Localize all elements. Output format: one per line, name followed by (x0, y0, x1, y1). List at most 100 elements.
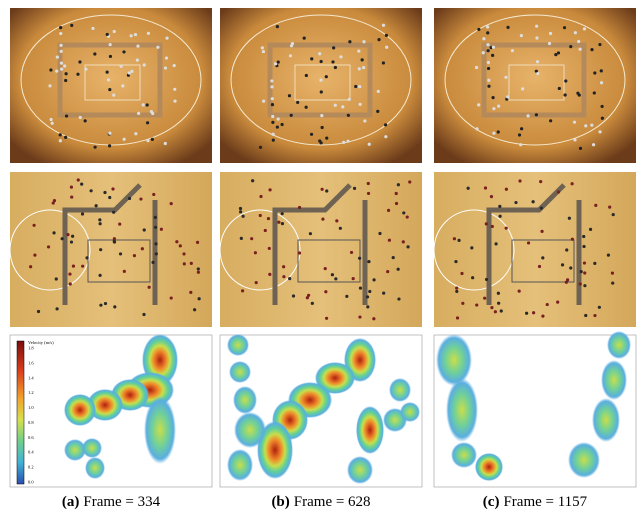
person (471, 276, 474, 279)
person (487, 67, 490, 70)
person (497, 292, 500, 295)
person (485, 278, 488, 281)
person (103, 191, 106, 194)
colorbar-tick-label: 1.0 (28, 405, 34, 410)
person (366, 305, 369, 308)
person (388, 239, 391, 242)
person (259, 214, 262, 217)
person (593, 314, 596, 317)
caption-text: Frame = 628 (294, 494, 371, 510)
person (454, 260, 457, 263)
person (397, 268, 400, 271)
person (486, 25, 489, 28)
person (241, 289, 244, 292)
person (384, 123, 387, 126)
person (506, 26, 509, 29)
person (267, 217, 270, 220)
person (271, 121, 274, 124)
person (268, 273, 271, 276)
person (281, 123, 284, 126)
person (583, 284, 586, 287)
person (332, 46, 335, 49)
person (240, 237, 243, 240)
person (477, 103, 480, 106)
person (320, 90, 323, 93)
person (397, 297, 400, 300)
person (573, 138, 576, 141)
person (568, 217, 571, 220)
velocity-blob (227, 334, 249, 356)
person (55, 277, 58, 280)
person (70, 240, 73, 243)
person (548, 42, 551, 45)
person (538, 265, 541, 268)
person (402, 211, 405, 214)
person (392, 256, 395, 259)
person (331, 60, 334, 63)
person (334, 277, 337, 280)
person (579, 48, 582, 51)
person (348, 98, 351, 101)
person (112, 211, 115, 214)
person (113, 240, 116, 243)
velocity-blob (144, 396, 176, 464)
caption: (a)Frame = 334 (62, 494, 161, 510)
person (341, 105, 344, 108)
person (382, 292, 385, 295)
person (546, 303, 549, 306)
colorbar-tick-label: 0.0 (28, 480, 34, 485)
person (61, 237, 64, 240)
person (348, 40, 351, 43)
person (580, 270, 583, 273)
person (557, 190, 560, 193)
person (183, 262, 186, 265)
colorbar-tick-label: 1.8 (28, 346, 34, 351)
person (491, 225, 494, 228)
person (151, 138, 154, 141)
person (475, 127, 478, 130)
person (130, 34, 133, 37)
person (137, 112, 140, 115)
colorbar-tick-label: 0.6 (28, 435, 34, 440)
person (566, 278, 569, 281)
person (254, 251, 257, 254)
person (325, 317, 328, 320)
person (179, 244, 182, 247)
person (242, 215, 245, 218)
person (154, 242, 157, 245)
person (53, 199, 56, 202)
person (52, 231, 55, 234)
person (113, 30, 116, 33)
velocity-blob (607, 331, 631, 359)
person (325, 189, 328, 192)
person (259, 195, 262, 198)
person (376, 110, 379, 113)
velocity-blob (601, 360, 627, 400)
person (321, 218, 324, 221)
person (290, 114, 293, 117)
caption-text: Frame = 334 (83, 494, 160, 510)
velocity-blob (436, 334, 472, 386)
person (582, 235, 585, 238)
person (527, 241, 530, 244)
person (173, 64, 176, 67)
person (64, 79, 67, 82)
person (339, 227, 342, 230)
person (475, 303, 478, 306)
person (170, 296, 173, 299)
person (494, 310, 497, 313)
person (298, 206, 301, 209)
person (455, 290, 458, 293)
person (457, 239, 460, 242)
person (361, 58, 364, 61)
person (272, 139, 275, 142)
person (289, 54, 292, 57)
person (520, 127, 523, 130)
person (342, 141, 345, 144)
person (377, 90, 380, 93)
person (484, 186, 487, 189)
caption: (b)Frame = 628 (271, 494, 370, 510)
person (134, 33, 137, 36)
colorbar-tick-label: 0.8 (28, 420, 34, 425)
person (262, 100, 265, 103)
